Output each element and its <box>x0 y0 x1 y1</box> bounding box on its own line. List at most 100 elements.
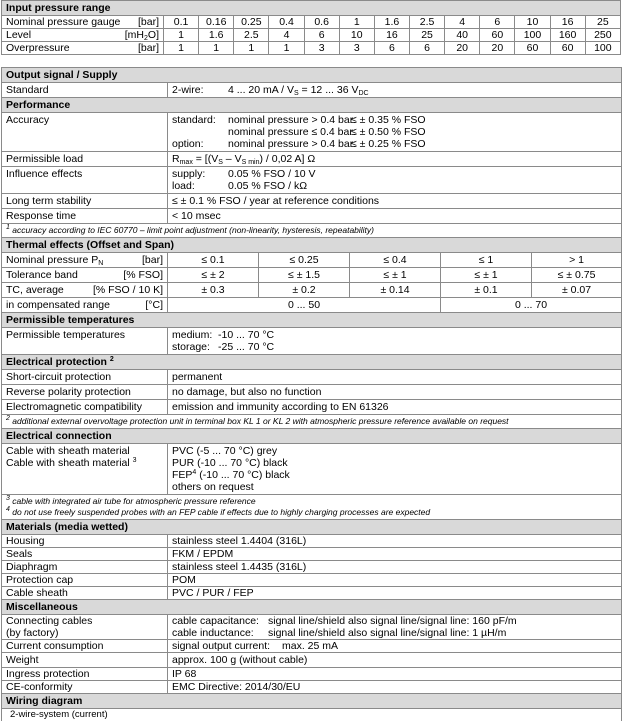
value-cell: 1.6 <box>199 29 234 42</box>
table-row: Diaphragm stainless steel 1.4435 (316L) <box>2 561 622 574</box>
value-cell: 3 <box>339 42 374 55</box>
value-cell: 6 <box>480 16 515 29</box>
section-header: Wiring diagram <box>2 694 622 709</box>
text-segment: Electrical connection <box>6 430 112 442</box>
section-header: Materials (media wetted) <box>2 520 622 535</box>
value-cell: 0.16 <box>199 16 234 29</box>
value-cell: 6 <box>304 29 339 42</box>
value-line: FKM / EPDM <box>172 548 617 560</box>
label: Nominal pressure PN <box>6 254 103 266</box>
text-segment: ≤ ± 0.25 % FSO <box>351 138 426 150</box>
subscript: N <box>98 260 103 267</box>
subscript: max <box>180 159 193 166</box>
section-title: Thermal effects (Offset and Span) <box>2 238 622 253</box>
subscript: DC <box>358 90 368 97</box>
value-cell: 1 <box>164 29 199 42</box>
value-column: PVC (-5 ... 70 °C) grey <box>172 445 277 457</box>
text-segment: permanent <box>172 371 222 383</box>
text-segment: signal line/shield also signal line/sign… <box>268 627 506 639</box>
value-cell: ± 0.3 <box>168 283 259 298</box>
value-column: supply: <box>172 168 228 180</box>
text-segment: PVC / PUR / FEP <box>172 587 254 599</box>
value-line: stainless steel 1.4435 (316L) <box>172 561 617 573</box>
value-line: permanent <box>172 371 617 383</box>
value-line: PVC (-5 ... 70 °C) grey <box>172 445 617 457</box>
table-row: Housing stainless steel 1.4404 (316L) <box>2 535 622 548</box>
value-cell: 4 <box>269 29 304 42</box>
row-label-cell: Permissible load <box>2 152 168 167</box>
value-cell: cable capacitance: signal line/shield als… <box>168 615 622 640</box>
value-cell: ≤ ± 1.5 <box>259 268 350 283</box>
footnote: 2 additional external overvoltage protec… <box>2 415 622 429</box>
value-cell: IP 68 <box>168 668 622 681</box>
text-segment: Output signal / Supply <box>6 69 117 81</box>
label: Cable with sheath material <box>6 445 163 457</box>
row-label-cell: Electromagnetic compatibility <box>2 400 168 415</box>
text-segment: – V <box>223 153 242 165</box>
text-segment: Housing <box>6 535 45 547</box>
text-segment: = 12 ... 36 V <box>299 84 359 96</box>
text-segment: stainless steel 1.4404 (316L) <box>172 535 306 547</box>
superscript: 2 <box>110 356 114 363</box>
row-label-cell: Permissible temperatures <box>2 328 168 355</box>
value-cell: 6 <box>409 42 444 55</box>
row-label-cell: Weight <box>2 653 168 668</box>
value-column: max. 25 mA <box>282 640 338 652</box>
section-title: Permissible temperatures <box>2 313 622 328</box>
row-label-cell: Accuracy <box>2 113 168 152</box>
value-column: load: <box>172 180 228 192</box>
value-column: ≤ ± 0.50 % FSO <box>351 126 426 138</box>
value-cell: 160 <box>550 29 585 42</box>
text-segment: cable capacitance: <box>172 615 259 627</box>
value-cell: 250 <box>585 29 620 42</box>
section-title: Miscellaneous <box>2 600 622 615</box>
value-column: FEP4 (-10 ... 70 °C) black <box>172 469 290 481</box>
value-cell: POM <box>168 574 622 587</box>
row-label-cell: Diaphragm <box>2 561 168 574</box>
value-column: medium: <box>172 329 218 341</box>
label: TC, average <box>6 284 64 296</box>
row-label-cell: Nominal pressure PN[bar] <box>2 253 168 268</box>
text-segment: Weight <box>6 654 39 666</box>
value-column: IP 68 <box>172 668 196 680</box>
value-line: no damage, but also no function <box>172 386 617 398</box>
row-label-cell: Level[mH2O] <box>2 29 164 42</box>
text-segment: [mH <box>125 29 144 41</box>
text-segment: Electrical protection <box>6 356 110 368</box>
value-cell: stainless steel 1.4435 (316L) <box>168 561 622 574</box>
row-label: Nominal pressure gauge[bar] <box>6 16 159 28</box>
text-segment: Response time <box>6 210 76 222</box>
text-segment: cable with integrated air tube for atmos… <box>10 496 256 506</box>
text-segment: 4 ... 20 mA / V <box>228 84 294 96</box>
value-column: POM <box>172 574 196 586</box>
text-segment: Accuracy <box>6 114 49 126</box>
text-segment: 2-wire: <box>172 84 204 96</box>
footnote-text: 1 accuracy according to IEC 60770 – limi… <box>2 224 622 238</box>
text-segment: Permissible load <box>6 153 83 165</box>
value-cell: 1 <box>199 42 234 55</box>
value-column: nominal pressure ≤ 0.4 bar: <box>228 126 351 138</box>
value-cell: 1 <box>269 42 304 55</box>
row-label: Tolerance band[% FSO] <box>6 269 163 281</box>
table-row: Tolerance band[% FSO]≤ ± 2≤ ± 1.5≤ ± 1≤ … <box>2 268 622 283</box>
text-segment: Standard <box>6 84 49 96</box>
text-segment: PVC (-5 ... 70 °C) grey <box>172 445 277 457</box>
label: Connecting cables <box>6 615 163 627</box>
value-column: stainless steel 1.4404 (316L) <box>172 535 306 547</box>
row-label: in compensated range[°C] <box>6 299 163 311</box>
value-cell: 16 <box>550 16 585 29</box>
value-column: no damage, but also no function <box>172 386 321 398</box>
row-label-cell: Response time <box>2 209 168 224</box>
text-segment: R <box>172 153 180 165</box>
row-label: Level[mH2O] <box>6 29 159 41</box>
row-label-cell: Tolerance band[% FSO] <box>2 268 168 283</box>
unit: [% FSO / 10 K] <box>93 284 163 296</box>
value-cell: 0.25 <box>234 16 269 29</box>
